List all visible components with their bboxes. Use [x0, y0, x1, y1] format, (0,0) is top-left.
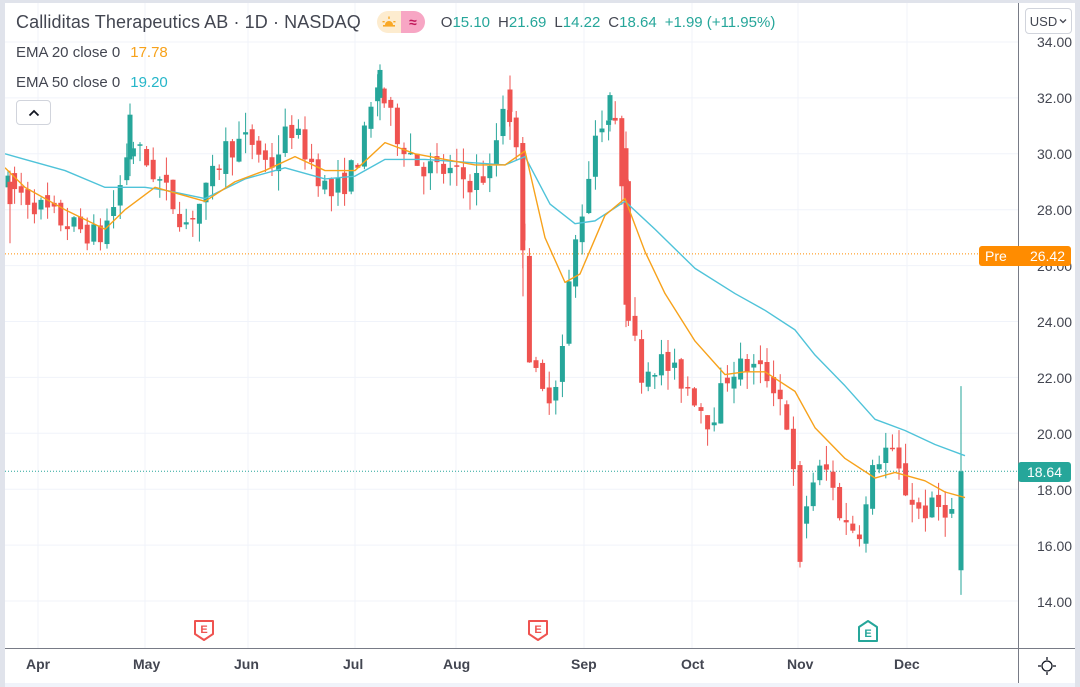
- price-tick: 18.00: [1037, 482, 1073, 498]
- price-tick: 22.00: [1037, 370, 1073, 386]
- price-tick: 24.00: [1037, 314, 1073, 330]
- chevron-up-icon: [28, 109, 39, 116]
- market-status[interactable]: ≈: [376, 11, 425, 33]
- low-value: 14.22: [562, 13, 601, 31]
- price-tick: 34.00: [1037, 34, 1073, 50]
- ohlc-values: O15.10 H21.69 L14.22 C18.64 +1.99 (+11.9…: [441, 14, 776, 31]
- symbol-header: Calliditas Therapeutics AB · 1D · NASDAQ…: [16, 10, 775, 34]
- candlestick-chart[interactable]: [5, 3, 1018, 648]
- chevron-down-icon: [1059, 19, 1067, 24]
- earnings-marker-icon[interactable]: E: [527, 619, 549, 643]
- indicator-ema50[interactable]: EMA 50 close 0 19.20: [16, 70, 775, 94]
- ema50-label: EMA 50 close 0: [16, 73, 121, 91]
- svg-text:E: E: [534, 624, 541, 636]
- month-label: Jun: [234, 656, 259, 672]
- ema20-value: 17.78: [130, 43, 168, 61]
- price-tick: 14.00: [1037, 594, 1073, 610]
- svg-text:E: E: [200, 624, 207, 636]
- change-value: +1.99 (+11.95%): [664, 13, 776, 31]
- month-label: Sep: [571, 656, 597, 672]
- currency-selector[interactable]: USD: [1025, 8, 1072, 34]
- open-label: O: [440, 13, 453, 31]
- time-axis[interactable]: [5, 648, 1018, 683]
- premarket-price-badge: Pre 26.42: [979, 246, 1071, 266]
- settings-sun-icon: [1038, 657, 1056, 675]
- low-label: L: [554, 13, 563, 31]
- symbol-title[interactable]: Calliditas Therapeutics AB · 1D · NASDAQ: [16, 11, 361, 32]
- price-tick: 30.00: [1037, 146, 1073, 162]
- month-label: Dec: [894, 656, 920, 672]
- sun-icon: [376, 11, 401, 33]
- ema50-value: 19.20: [130, 73, 168, 91]
- price-tick: 16.00: [1037, 538, 1073, 554]
- price-tick: 20.00: [1037, 426, 1073, 442]
- last-price-badge: 18.64: [1018, 462, 1071, 482]
- ema20-label: EMA 20 close 0: [16, 43, 121, 61]
- premarket-value: 26.42: [1029, 248, 1065, 264]
- open-value: 15.10: [452, 13, 491, 31]
- indicator-ema20[interactable]: EMA 20 close 0 17.78: [16, 40, 775, 64]
- last-price-value: 18.64: [1026, 464, 1063, 480]
- month-label: Jul: [343, 656, 364, 672]
- currency-label: USD: [1029, 13, 1058, 29]
- close-label: C: [608, 13, 620, 31]
- month-label: May: [133, 656, 161, 672]
- earnings-marker-icon[interactable]: E: [857, 619, 879, 643]
- chart-frame: [5, 3, 1080, 687]
- chart-settings-button[interactable]: [1018, 648, 1075, 683]
- plot-area[interactable]: [5, 3, 1018, 648]
- svg-text:E: E: [864, 628, 871, 640]
- price-tick: 32.00: [1037, 90, 1073, 106]
- month-label: Aug: [443, 656, 471, 672]
- wave-icon: ≈: [400, 11, 425, 33]
- close-value: 18.64: [619, 13, 657, 31]
- month-label: Nov: [787, 656, 814, 672]
- high-label: H: [498, 13, 509, 31]
- month-label: Oct: [681, 656, 705, 672]
- premarket-label: Pre: [985, 248, 1007, 264]
- bottom-border: [5, 683, 1075, 687]
- price-tick: 28.00: [1037, 202, 1073, 218]
- collapse-legend-button[interactable]: [16, 100, 51, 125]
- earnings-marker-icon[interactable]: E: [193, 619, 215, 643]
- chart-legend: Calliditas Therapeutics AB · 1D · NASDAQ…: [16, 10, 775, 125]
- high-value: 21.69: [508, 13, 547, 31]
- right-border: [1075, 0, 1080, 687]
- month-label: Apr: [26, 656, 51, 672]
- price-axis[interactable]: [1018, 3, 1075, 648]
